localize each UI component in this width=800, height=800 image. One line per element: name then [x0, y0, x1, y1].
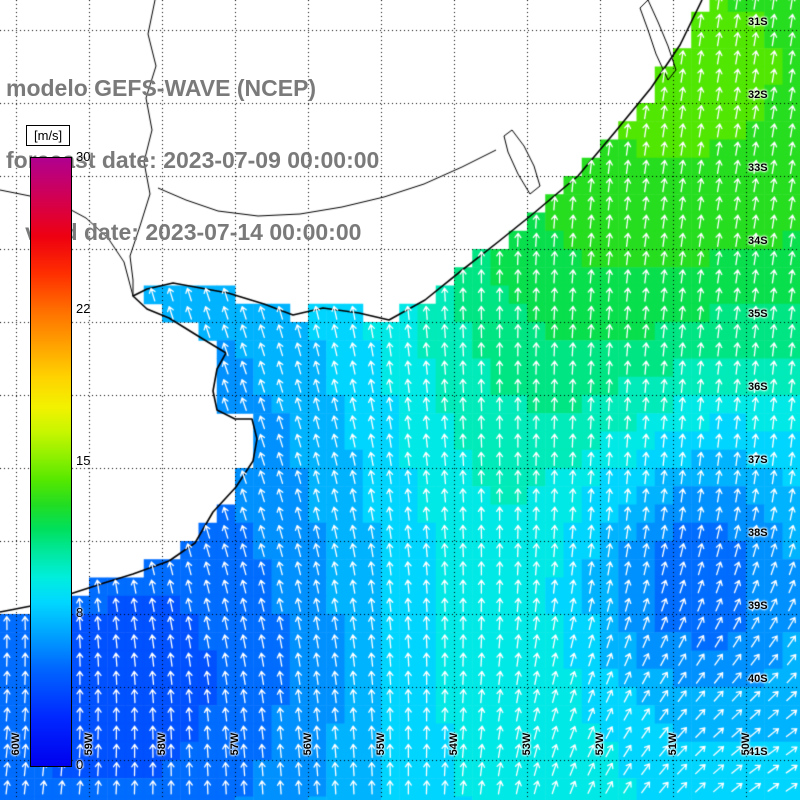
colorbar-tick: 30: [76, 149, 91, 164]
lat-label: 35S: [748, 308, 768, 320]
colorbar-tick: 22: [76, 301, 91, 316]
lat-label: 36S: [748, 381, 768, 393]
lat-label: 38S: [748, 527, 768, 539]
lat-label: 33S: [748, 162, 768, 174]
colorbar-tick: 15: [76, 453, 91, 468]
lat-label: 34S: [748, 235, 768, 247]
model-title: modelo GEFS-WAVE (NCEP): [6, 75, 317, 101]
lon-label: 52W: [594, 732, 606, 756]
lon-label: 58W: [156, 732, 168, 756]
lat-label: 39S: [748, 600, 768, 612]
lon-label: 56W: [302, 732, 314, 756]
lon-label: 50W: [740, 732, 752, 756]
lat-label: 32S: [748, 89, 768, 101]
lat-label: 31S: [748, 16, 768, 28]
lat-label: 37S: [748, 454, 768, 466]
colorbar-tick: 0: [76, 757, 84, 772]
lon-label: 51W: [667, 732, 679, 756]
lon-label: 55W: [375, 732, 387, 756]
lon-label: 54W: [448, 732, 460, 756]
colorbar-unit-label: [m/s]: [26, 125, 71, 146]
lat-label: 40S: [748, 673, 768, 685]
colorbar-tick: 8: [76, 605, 84, 620]
lon-label: 57W: [229, 732, 241, 756]
lon-label: 60W: [10, 732, 22, 756]
colorbar-gradient: [30, 157, 72, 767]
lon-label: 59W: [83, 732, 95, 756]
lat-label: 41S: [748, 746, 768, 758]
lon-label: 53W: [521, 732, 533, 756]
